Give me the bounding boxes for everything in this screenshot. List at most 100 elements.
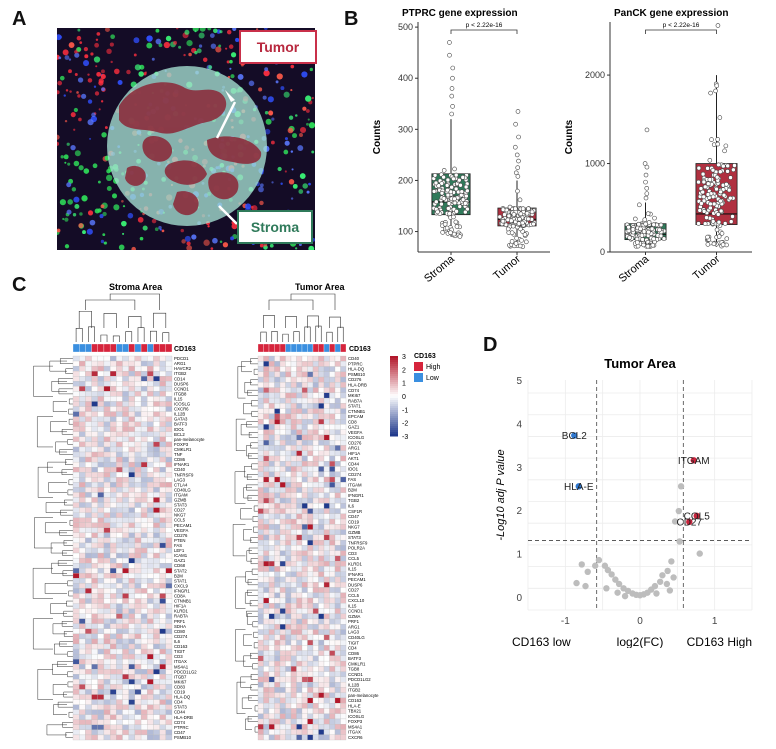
heatmap-cell [79, 532, 86, 539]
heatmap-cell [72, 512, 80, 518]
heatmap-cell [340, 682, 347, 688]
heatmap-cell [79, 522, 86, 528]
heatmap-cell [334, 724, 341, 730]
heatmap-cell [153, 643, 160, 650]
heatmap-cell [323, 403, 330, 409]
tissue-cell [230, 74, 235, 79]
heatmap-cell [312, 576, 319, 583]
data-point [701, 179, 707, 185]
heatmap-panel: Stroma Area CD163 PDCD1 ARG1 HAVCR2 ITGB2 CD14… [25, 278, 450, 744]
y-tick-label: 1000 [585, 159, 605, 169]
gene-label: PECAM1 [348, 577, 366, 582]
heatmap-cell [268, 718, 275, 725]
heatmap-cell [285, 440, 292, 446]
heatmap-cell [91, 441, 98, 448]
heatmap-cell [263, 697, 270, 704]
heatmap-cell [153, 633, 160, 640]
heatmap-cell [279, 660, 286, 667]
heatmap-cell [263, 524, 270, 530]
heatmap-cell [279, 703, 286, 709]
gene-label: IL15 [348, 603, 357, 608]
heatmap-cell [122, 552, 129, 559]
heatmap-cell [97, 679, 105, 685]
heatmap-cell [334, 645, 341, 651]
heatmap-cell [116, 648, 123, 655]
heatmap-cell [103, 386, 111, 392]
heatmap-cell [312, 708, 319, 714]
heatmap-cell [279, 376, 286, 383]
gene-label: CD276 [348, 377, 362, 382]
heatmap-cell [79, 679, 86, 685]
heatmap-cell [134, 704, 142, 710]
heatmap-cell [72, 436, 80, 443]
heatmap-cell [97, 547, 105, 554]
heatmap-cell [159, 719, 166, 725]
heatmap-cell [134, 608, 142, 614]
heatmap-cell [307, 466, 314, 472]
heatmap-cell [110, 699, 117, 705]
heatmap-cell [329, 550, 336, 557]
gene-label: pan-melanocyte [348, 693, 379, 698]
tissue-cell [237, 74, 244, 80]
heatmap-cell [116, 659, 123, 665]
heatmap-cell [279, 597, 286, 604]
gene-label: CD74 [174, 720, 186, 725]
heatmap-cell [340, 361, 347, 367]
gene-label: IDO1 [174, 427, 185, 432]
heatmap-cell [103, 588, 111, 594]
data-point [445, 187, 450, 193]
tissue-cell [263, 26, 268, 30]
heatmap-cell [257, 434, 264, 441]
heatmap-cell [140, 593, 148, 599]
heatmap-cell [307, 492, 314, 499]
heatmap-cell [334, 355, 341, 362]
heatmap-cell [153, 431, 160, 437]
y-tick-label: 500 [398, 22, 413, 32]
heatmap-cell [122, 674, 129, 680]
heatmap-cell [97, 542, 105, 549]
heatmap-cell [279, 555, 286, 562]
heatmap-cell [128, 391, 135, 397]
heatmap-cell [290, 503, 297, 509]
heatmap-cell [128, 653, 135, 660]
heatmap-cell [285, 503, 292, 509]
heatmap-cell [97, 709, 105, 715]
heatmap-cell [268, 387, 275, 393]
tissue-cell [90, 52, 94, 56]
column-dendrogram [260, 293, 344, 342]
heatmap-cell [312, 534, 319, 541]
heatmap-cell [79, 557, 86, 564]
heatmap-cell [268, 639, 275, 646]
heatmap-cell [128, 689, 135, 695]
heatmap-cell [301, 445, 308, 451]
heatmap-cell [340, 655, 347, 662]
heatmap-cell [312, 713, 319, 720]
heatmap-cell [165, 411, 173, 417]
heatmap-cell [110, 537, 117, 544]
outlier-point [644, 127, 650, 133]
heatmap-cell [85, 497, 92, 503]
heatmap-cell [85, 568, 92, 574]
heatmap-cell [296, 466, 303, 472]
heatmap-cell [140, 360, 148, 367]
heatmap-cell [91, 421, 98, 427]
heatmap-cell [334, 471, 341, 478]
heatmap-cell [128, 441, 135, 448]
gene-point [653, 590, 660, 597]
tissue-cell [265, 118, 272, 125]
heatmap-cell [318, 655, 325, 662]
heatmap-cell [110, 674, 117, 680]
heatmap-cell [285, 466, 292, 472]
heatmap-cell [110, 664, 117, 670]
outlier-point [642, 161, 648, 166]
heatmap-cell [116, 527, 123, 533]
tumor-arrow [215, 101, 237, 139]
heatmap-cell [263, 655, 270, 662]
heatmap-cell [116, 684, 123, 690]
heatmap-cell [296, 487, 303, 493]
heatmap-cell [301, 666, 308, 672]
data-point [722, 148, 727, 154]
heatmap-cell [318, 408, 325, 414]
data-point [452, 200, 458, 206]
heatmap-cell [134, 365, 142, 372]
